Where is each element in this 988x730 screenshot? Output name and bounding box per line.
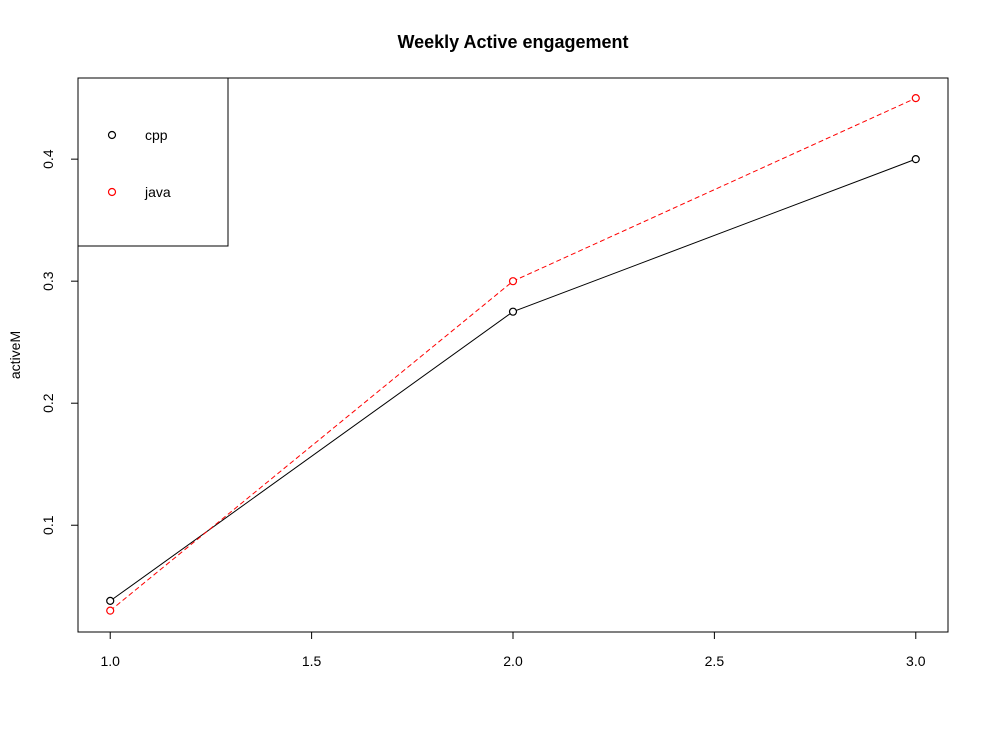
y-tick-label: 0.1 xyxy=(40,515,56,535)
y-tick-label: 0.3 xyxy=(40,271,56,291)
legend-marker-java xyxy=(107,187,117,197)
legend-label-java: java xyxy=(144,184,171,200)
legend-label-cpp: cpp xyxy=(145,127,168,143)
y-tick-label: 0.4 xyxy=(40,149,56,169)
x-tick-label: 1.0 xyxy=(100,653,120,669)
java-point xyxy=(911,94,920,103)
java-point xyxy=(106,606,115,615)
x-tick-label: 2.0 xyxy=(503,653,523,669)
legend: cpp java xyxy=(77,77,229,247)
x-tick-label: 2.5 xyxy=(705,653,725,669)
cpp-point xyxy=(508,307,518,316)
cpp-series-line xyxy=(109,158,916,602)
chart-title: Weekly Active engagement xyxy=(397,32,628,52)
x-tick-label: 1.5 xyxy=(302,653,322,669)
cpp-point xyxy=(911,155,920,164)
y-axis-label: activeM xyxy=(7,331,23,379)
legend-box xyxy=(77,77,229,247)
y-tick-label: 0.2 xyxy=(40,393,56,413)
series-layer xyxy=(106,94,920,615)
java-point xyxy=(508,277,518,286)
cpp-point xyxy=(106,596,115,605)
java-series-line xyxy=(109,97,916,612)
x-tick-label: 3.0 xyxy=(906,653,926,669)
x-axis: 1.0 1.5 2.0 2.5 3.0 xyxy=(100,631,926,669)
y-axis: 0.1 0.2 0.3 0.4 xyxy=(40,149,79,535)
legend-marker-cpp xyxy=(107,130,117,140)
